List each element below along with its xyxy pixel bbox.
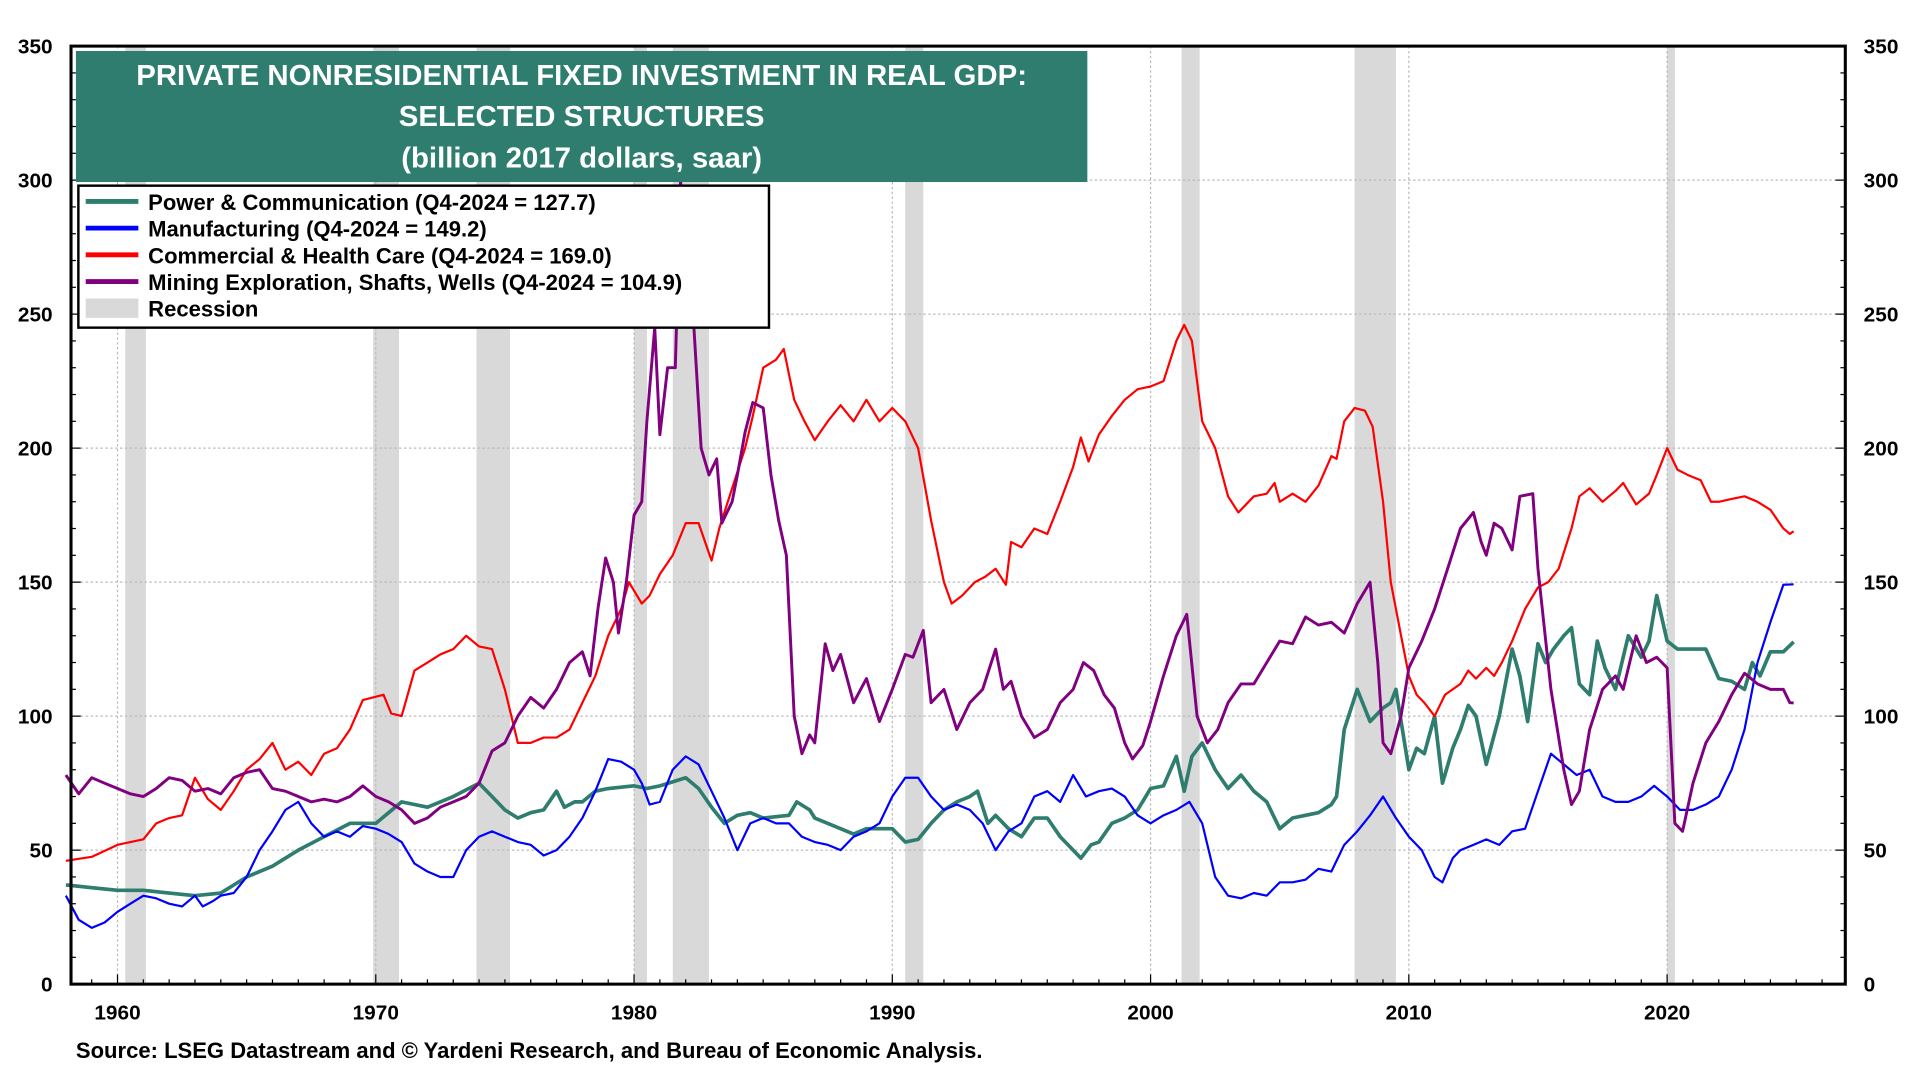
x-tick-label: 1960 (94, 1001, 140, 1024)
x-tick-label: 1990 (869, 1001, 915, 1024)
y-tick-label-right: 300 (1864, 169, 1899, 192)
recession-band (1354, 46, 1396, 985)
legend-label-manufacturing: Manufacturing (Q4-2024 = 149.2) (148, 217, 487, 242)
y-tick-label-right: 150 (1864, 571, 1899, 594)
x-tick-label: 2020 (1644, 1001, 1690, 1024)
legend-label-recession: Recession (148, 297, 258, 322)
y-tick-label-right: 350 (1864, 35, 1899, 58)
y-tick-label-right: 250 (1864, 303, 1899, 326)
plot-frame (69, 44, 1847, 986)
legend-swatch-recession (85, 298, 139, 318)
series-line-3 (64, 178, 1794, 833)
title-box: PRIVATE NONRESIDENTIAL FIXED INVESTMENT … (75, 50, 1088, 183)
y-tick-label-right: 100 (1864, 705, 1899, 728)
legend-label-mining: Mining Exploration, Shafts, Wells (Q4-20… (148, 270, 682, 295)
y-tick-label-left: 300 (18, 169, 53, 192)
chart-subtitle: (billion 2017 dollars, saar) (401, 143, 762, 175)
y-tick-label-left: 100 (18, 705, 53, 728)
x-tick-label: 2000 (1127, 1001, 1173, 1024)
series-line-1 (64, 583, 1794, 929)
x-tick-label: 1970 (353, 1001, 399, 1024)
legend-label-power: Power & Communication (Q4-2024 = 127.7) (148, 190, 596, 215)
y-tick-label-left: 200 (18, 437, 53, 460)
y-tick-label-left: 250 (18, 303, 53, 326)
x-tick-label: 1980 (611, 1001, 657, 1024)
recession-band (1667, 46, 1675, 985)
y-tick-label-left: 0 (41, 973, 53, 996)
recession-band (905, 46, 924, 985)
y-tick-label-right: 200 (1864, 437, 1899, 460)
series-line-0 (65, 593, 1795, 898)
recession-band (1181, 46, 1200, 985)
legend-box (77, 184, 771, 329)
y-tick-label-left: 150 (18, 571, 53, 594)
series-line-2 (65, 323, 1795, 862)
legend-label-commercial: Commercial & Health Care (Q4-2024 = 169.… (148, 243, 612, 268)
series-lines (64, 178, 1795, 929)
axis-ticks: 0 0 50 50 100 100 150 150 200 200 250 250 300 300 350 3… (18, 35, 1898, 1024)
y-tick-label-right: 50 (1864, 839, 1887, 862)
chart-title-line1: PRIVATE NONRESIDENTIAL FIXED INVESTMENT … (136, 60, 1027, 92)
y-tick-label-left: 350 (18, 35, 53, 58)
source-note: Source: LSEG Datastream and © Yardeni Re… (76, 1038, 983, 1063)
y-tick-label-right: 0 (1864, 973, 1876, 996)
chart-title-line2: SELECTED STRUCTURES (399, 101, 765, 133)
title-background (75, 50, 1088, 183)
legend: Power & Communication (Q4-2024 = 127.7) … (77, 184, 771, 329)
x-tick-label: 2010 (1386, 1001, 1432, 1024)
y-tick-label-left: 50 (30, 839, 53, 862)
